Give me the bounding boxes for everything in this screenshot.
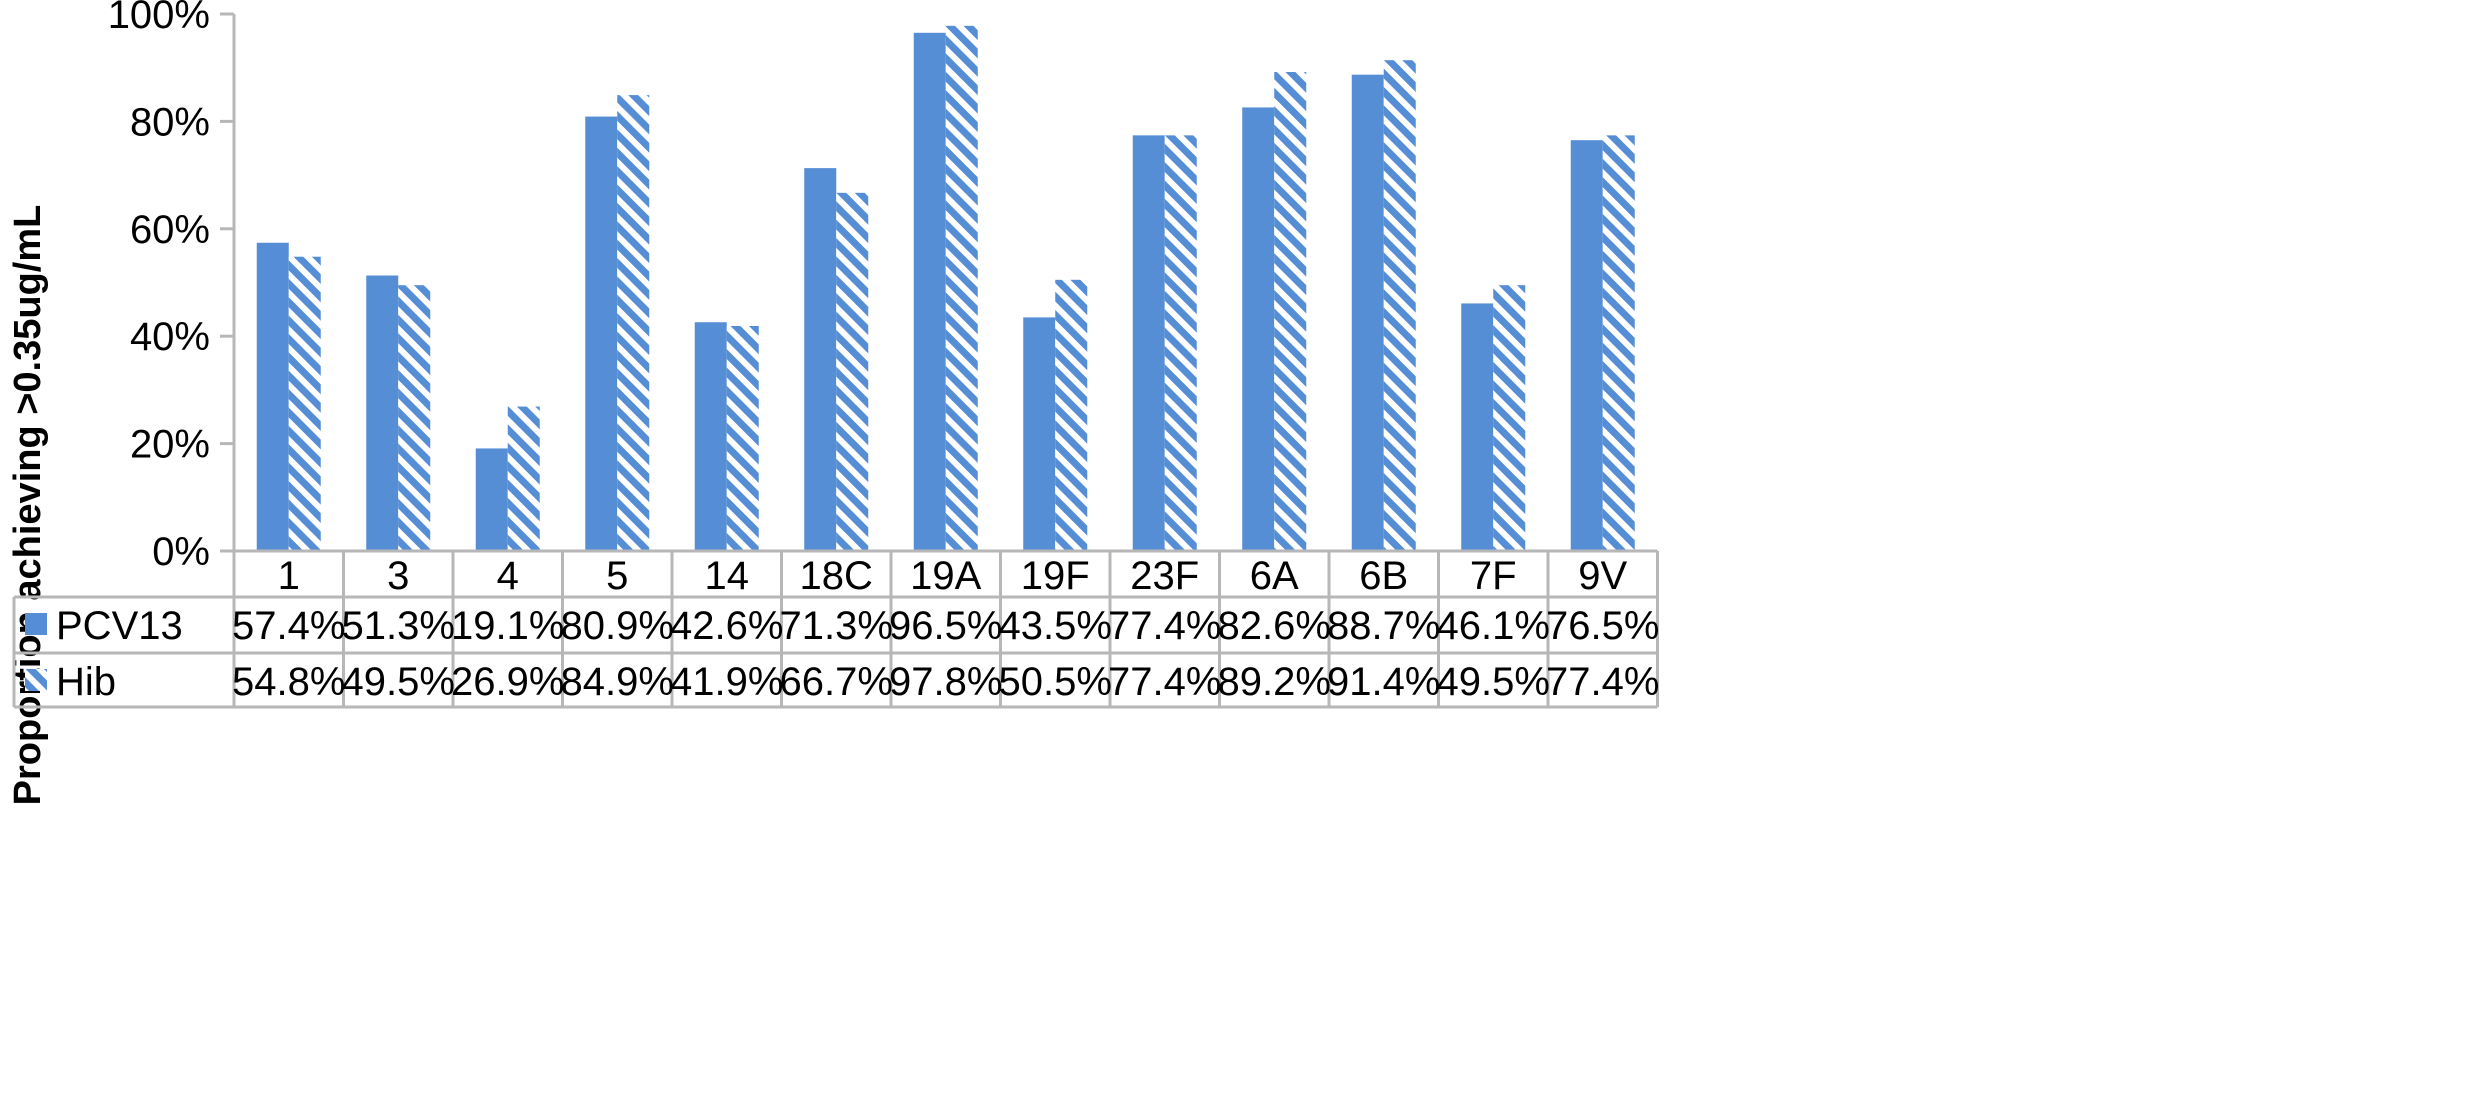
x-tick-label: 19F xyxy=(1021,554,1090,598)
x-tick-label: 4 xyxy=(497,554,519,598)
x-tick-label: 5 xyxy=(606,554,628,598)
data-label-hib: 41.9% xyxy=(670,660,783,704)
y-axis-ticks: 0% 20% 40% 60% 80% 100% xyxy=(108,0,236,574)
data-label-pcv13: 96.5% xyxy=(889,604,1002,648)
data-label-pcv13: 51.3% xyxy=(342,604,455,648)
data-label-hib: 77.4% xyxy=(1108,660,1221,704)
data-label-pcv13: 80.9% xyxy=(561,604,674,648)
data-label-hib: 89.2% xyxy=(1218,660,1331,704)
bar-pcv13-5 xyxy=(585,116,618,551)
data-label-hib: 49.5% xyxy=(1437,660,1550,704)
y-tick-label: 60% xyxy=(130,208,210,252)
bar-hib-14 xyxy=(726,325,759,551)
y-tick-label: 0% xyxy=(152,530,210,574)
data-label-hib: 97.8% xyxy=(889,660,1002,704)
x-tick-label: 19A xyxy=(910,554,981,598)
data-label-pcv13: 76.5% xyxy=(1546,604,1659,648)
data-label-pcv13: 82.6% xyxy=(1218,604,1331,648)
data-label-pcv13: 42.6% xyxy=(670,604,783,648)
bar-hib-6b xyxy=(1383,60,1416,551)
legend-label-pcv13: PCV13 xyxy=(56,604,183,648)
x-tick-label: 6B xyxy=(1359,554,1408,598)
bar-hib-19f xyxy=(1055,279,1088,551)
bar-hib-9v xyxy=(1602,135,1635,551)
bar-pcv13-3 xyxy=(366,275,399,551)
bar-pcv13-23f xyxy=(1132,135,1165,551)
data-label-hib: 66.7% xyxy=(780,660,893,704)
bar-hib-3 xyxy=(398,285,431,551)
y-tick-label: 40% xyxy=(130,315,210,359)
y-tick-label: 20% xyxy=(130,423,210,467)
legend-swatch-pcv13 xyxy=(25,613,47,635)
bar-pcv13-14 xyxy=(694,322,727,551)
bar-hib-1 xyxy=(288,256,321,551)
bar-pcv13-19f xyxy=(1023,317,1056,551)
bar-hib-23f xyxy=(1164,135,1197,551)
bar-hib-4 xyxy=(507,406,540,551)
bar-hib-6a xyxy=(1274,71,1307,551)
bar-group xyxy=(256,25,1635,552)
x-tick-label: 23F xyxy=(1130,554,1199,598)
data-label-pcv13: 71.3% xyxy=(780,604,893,648)
x-tick-label: 7F xyxy=(1470,554,1517,598)
bar-pcv13-9v xyxy=(1570,140,1603,551)
bar-pcv13-6b xyxy=(1351,74,1384,551)
x-tick-label: 6A xyxy=(1250,554,1299,598)
x-tick-label: 18C xyxy=(800,554,873,598)
bar-hib-18c xyxy=(836,192,869,552)
bar-pcv13-1 xyxy=(256,242,289,551)
data-table: 1 3 4 5 14 18C 19A 19F 23F 6A 6B 7F 9V PCV13 57.4%51.3… xyxy=(12,549,1659,709)
y-axis-label: Proportion achieving >0.35ug/mL xyxy=(7,205,49,806)
data-label-pcv13: 19.1% xyxy=(451,604,564,648)
data-label-hib: 84.9% xyxy=(561,660,674,704)
y-tick-label: 100% xyxy=(108,0,210,37)
data-label-hib: 77.4% xyxy=(1546,660,1659,704)
data-label-hib: 50.5% xyxy=(999,660,1112,704)
legend-label-hib: Hib xyxy=(56,660,116,704)
data-label-hib: 54.8% xyxy=(232,660,345,704)
x-tick-label: 9V xyxy=(1578,554,1627,598)
bar-pcv13-19a xyxy=(913,32,946,552)
bar-pcv13-6a xyxy=(1242,107,1275,552)
data-label-pcv13: 46.1% xyxy=(1437,604,1550,648)
x-tick-label: 14 xyxy=(705,554,750,598)
y-tick-label: 80% xyxy=(130,100,210,144)
bar-pcv13-7f xyxy=(1461,303,1494,551)
data-label-pcv13: 43.5% xyxy=(999,604,1112,648)
data-label-pcv13: 57.4% xyxy=(232,604,345,648)
data-label-pcv13: 88.7% xyxy=(1327,604,1440,648)
bar-hib-5 xyxy=(617,95,650,551)
data-label-hib: 26.9% xyxy=(451,660,564,704)
data-label-hib: 49.5% xyxy=(342,660,455,704)
x-tick-label: 1 xyxy=(278,554,300,598)
data-label-hib: 91.4% xyxy=(1327,660,1440,704)
bar-hib-7f xyxy=(1493,285,1526,551)
bar-pcv13-4 xyxy=(475,448,508,551)
bar-pcv13-18c xyxy=(804,168,837,551)
x-tick-label: 3 xyxy=(387,554,409,598)
legend-swatch-hib xyxy=(25,669,47,691)
data-label-pcv13: 77.4% xyxy=(1108,604,1221,648)
bar-hib-19a xyxy=(945,25,978,551)
